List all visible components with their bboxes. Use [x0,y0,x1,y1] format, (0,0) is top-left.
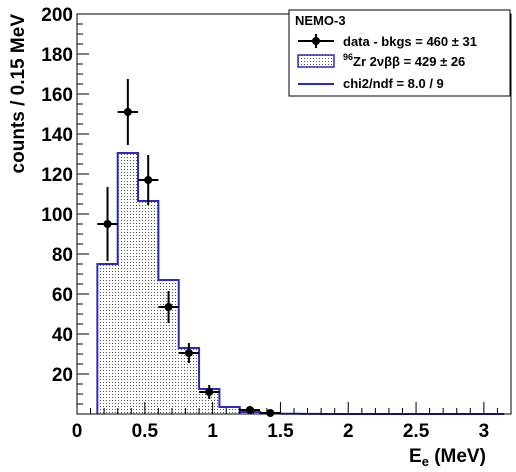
axes: 0 0.5 1 1.5 2 2.5 3 20 40 60 80 100 120 140 160 180 200 [41,5,498,442]
mc-bar-1 [117,153,139,414]
legend-mc-label: 96Zr 2νββ = 429 ± 26 [343,52,465,69]
x-axis-title-main: E [409,446,422,467]
legend-fit-label: chi2/ndf = 8.0 / 9 [343,76,444,91]
data-point-1 [117,79,139,145]
legend: NEMO-3 data - bkgs = 460 ± 31 96Zr 2νββ … [288,9,511,97]
mc-bar-2 [138,201,159,414]
legend-mc-superscript: 96 [343,52,353,62]
mc-bar-6 [219,407,240,414]
x-tick-label-3: 1.5 [267,421,294,442]
x-axis-title-subscript: e [422,454,429,469]
x-tick-label-2: 1 [207,421,218,442]
y-tick-label-0: 20 [52,365,73,386]
y-tick-label-1: 40 [52,325,73,346]
y-tick-label-2: 60 [52,285,73,306]
y-tick-label-4: 100 [41,205,73,226]
x-tick-label-0: 0 [72,421,83,442]
legend-data-symbol [298,34,334,48]
data-point-5 [199,385,220,399]
mc-histogram [96,152,505,415]
mc-bar-0 [97,264,118,414]
y-tick-label-7: 160 [41,85,73,106]
legend-mc-text: Zr 2νββ = 429 ± 26 [353,54,465,69]
mc-bar-3 [158,280,179,414]
x-axis-title: Ee (MeV) [409,446,486,469]
y-tick-label-8: 180 [41,45,73,66]
x-tick-label-4: 2 [343,421,354,442]
data-point-4 [178,343,200,363]
data-point-0 [97,187,118,261]
y-tick-label-3: 80 [52,245,73,266]
x-axis-title-unit: (MeV) [429,446,486,467]
legend-box [288,9,511,97]
y-tick-label-9: 200 [41,5,73,26]
data-points [97,79,281,417]
legend-header: NEMO-3 [295,13,346,28]
data-point-2 [138,155,159,205]
legend-mc-swatch [297,54,335,68]
legend-data-label: data - bkgs = 460 ± 31 [343,34,477,49]
mc-bar-4 [178,348,200,414]
x-tick-label-5: 2.5 [403,421,430,442]
x-tick-label-6: 3 [479,421,490,442]
x-tick-label-1: 0.5 [132,421,159,442]
data-point-3 [158,291,179,323]
y-tick-label-6: 140 [41,125,73,146]
mc-bar-5 [199,389,220,414]
y-tick-label-5: 120 [41,165,73,186]
y-axis-title: counts / 0.15 MeV [8,14,29,174]
data-point-6 [239,406,261,414]
